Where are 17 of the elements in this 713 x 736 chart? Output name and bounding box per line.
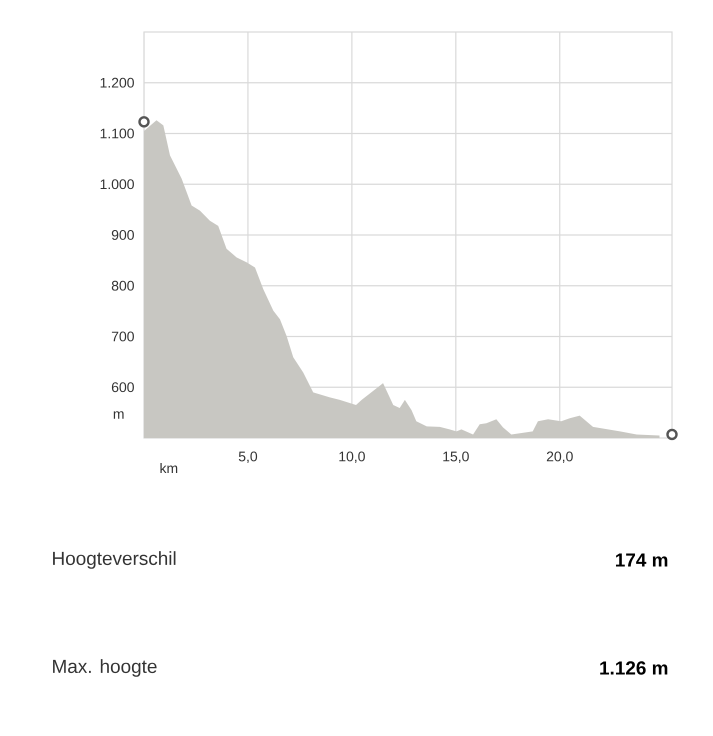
y-tick-label: 900 (112, 230, 134, 240)
y-tick-label: 1.200 (100, 78, 134, 88)
x-tick-label: 10,0 (339, 452, 365, 464)
y-tick-label: 700 (112, 332, 134, 342)
text: 174 m (616, 553, 668, 567)
x-tick-label: 5,0 (238, 452, 258, 464)
y-axis-title: m (114, 411, 124, 419)
text: Max. hoogte (53, 659, 157, 677)
y-tick-label: 600 (112, 382, 134, 392)
x-tick-label: 20,0 (546, 452, 573, 464)
text: Hoogteverschil (53, 551, 176, 569)
x-axis-title: km (160, 462, 178, 474)
y-tick-label: 1.100 (100, 128, 134, 138)
y-tick-label: 800 (112, 280, 134, 291)
x-tick-label: 15,0 (443, 452, 469, 464)
text: 1.126 m (600, 661, 668, 675)
y-tick-label: 1.000 (100, 179, 134, 190)
